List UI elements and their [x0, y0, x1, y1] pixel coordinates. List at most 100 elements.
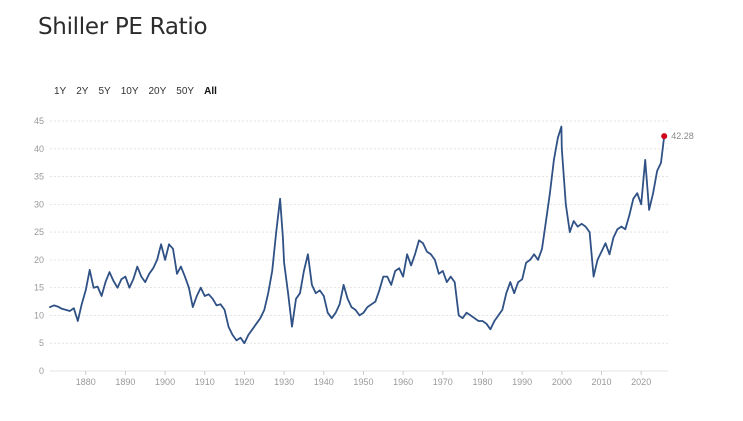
data-point [648, 209, 650, 211]
data-point [200, 287, 202, 289]
data-point [204, 295, 206, 297]
data-point [160, 243, 162, 245]
data-point [73, 307, 75, 309]
data-point [497, 314, 499, 316]
data-point [644, 159, 646, 161]
x-tick-label: 1930 [274, 377, 294, 387]
range-button-all[interactable]: All [199, 86, 222, 97]
data-point [243, 342, 245, 344]
data-point [291, 326, 293, 328]
data-point [442, 270, 444, 272]
data-point [81, 303, 83, 305]
range-button-50y[interactable]: 50Y [171, 86, 199, 97]
x-tick-label: 1950 [353, 377, 373, 387]
data-point [632, 198, 634, 200]
data-point [295, 298, 297, 300]
series-line-shiller-pe [49, 125, 666, 345]
data-point [481, 320, 484, 322]
data-point [89, 269, 91, 271]
y-tick-label: 40 [34, 144, 44, 154]
data-point [462, 317, 464, 319]
last-value-label: 42.28 [671, 131, 694, 141]
data-point [168, 243, 170, 245]
data-point [608, 253, 611, 255]
data-point [561, 148, 563, 150]
data-point [120, 278, 122, 280]
x-tick-label: 1990 [512, 377, 532, 387]
data-point [212, 298, 214, 300]
data-point [414, 253, 416, 255]
data-point [362, 312, 365, 314]
x-axis-ticks: 1880 1890 1900 1910 1920 1930 1940 1950 1960 1970… [76, 371, 651, 387]
x-tick-label: 2000 [552, 377, 572, 387]
data-point [176, 273, 178, 275]
data-point [390, 284, 392, 286]
data-point [434, 259, 436, 261]
data-point [612, 237, 615, 239]
data-point [596, 259, 599, 261]
range-button-2y[interactable]: 2Y [71, 86, 93, 97]
range-button-10y[interactable]: 10Y [116, 86, 144, 97]
data-point [620, 226, 623, 228]
data-point [366, 306, 368, 308]
data-point [97, 286, 99, 288]
series-points [49, 126, 665, 344]
x-tick-label: 1970 [433, 377, 453, 387]
range-button-20y[interactable]: 20Y [144, 86, 172, 97]
data-point [347, 298, 349, 300]
data-point [493, 320, 495, 322]
data-point [640, 203, 642, 205]
data-point [283, 262, 285, 264]
data-point [446, 281, 448, 283]
data-point [477, 320, 480, 322]
data-point [255, 323, 257, 325]
data-point [49, 306, 51, 308]
data-point [282, 237, 284, 239]
data-point [144, 281, 146, 283]
data-point [386, 276, 388, 278]
x-tick-label: 1940 [314, 377, 334, 387]
data-point [263, 309, 265, 311]
y-tick-label: 20 [34, 255, 44, 265]
data-point [136, 266, 138, 268]
data-point [616, 228, 619, 230]
y-tick-label: 5 [39, 338, 44, 348]
chart-gridlines [50, 120, 668, 372]
data-point [628, 214, 630, 216]
data-point [545, 220, 547, 222]
data-point [529, 259, 531, 261]
data-point [458, 314, 460, 316]
data-point [271, 270, 273, 272]
data-point [358, 314, 361, 316]
data-point [53, 304, 55, 306]
data-point [208, 293, 210, 295]
data-point [279, 198, 281, 200]
data-point [65, 309, 67, 311]
data-point [656, 170, 658, 172]
data-point [600, 251, 603, 253]
data-point [525, 262, 527, 264]
data-point [418, 239, 420, 241]
range-button-5y[interactable]: 5Y [93, 86, 115, 97]
data-point [557, 137, 559, 139]
x-tick-label: 1890 [115, 377, 135, 387]
y-tick-label: 25 [34, 227, 44, 237]
data-point [394, 270, 396, 272]
data-point [156, 259, 158, 261]
data-point [128, 287, 130, 289]
x-tick-label: 1910 [195, 377, 215, 387]
data-point [624, 228, 626, 230]
data-point [148, 273, 150, 275]
data-point [485, 323, 488, 325]
data-point [402, 276, 404, 278]
range-button-1y[interactable]: 1Y [49, 86, 71, 97]
data-point [231, 334, 234, 336]
data-point [422, 242, 424, 244]
data-point [69, 310, 71, 312]
x-tick-label: 1980 [472, 377, 492, 387]
data-point [565, 203, 567, 205]
data-point [192, 306, 194, 308]
data-point [101, 295, 103, 297]
data-point [164, 259, 166, 261]
data-point [331, 317, 333, 319]
